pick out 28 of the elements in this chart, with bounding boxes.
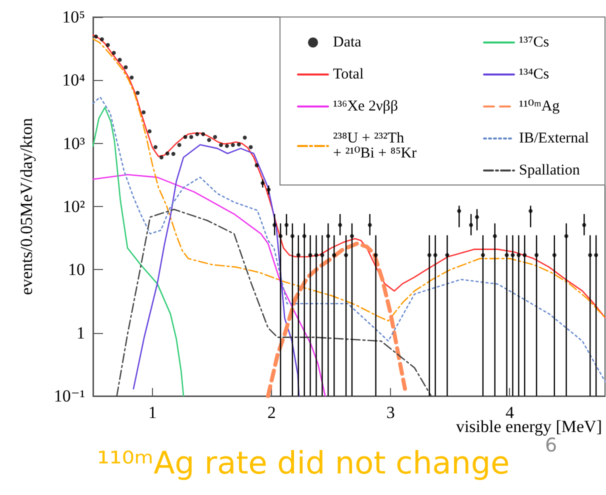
- x-tick-label: 2: [267, 403, 276, 422]
- legend-label: Total: [333, 66, 364, 82]
- legend-label: ¹³⁷Cs: [519, 34, 550, 50]
- y-tick-label: 10²: [62, 197, 85, 216]
- line-series: [92, 174, 326, 397]
- x-tick-label: 3: [386, 403, 395, 422]
- line-series: [116, 208, 432, 397]
- x-tick-label: 1: [148, 403, 157, 422]
- y-tick-label: 10⁵: [62, 8, 86, 26]
- y-axis-title: events/0.05MeV/day/kton: [17, 117, 36, 296]
- y-tick-label: 10: [68, 260, 85, 280]
- legend-label: ¹¹⁰ᵐAg: [519, 98, 560, 114]
- legend-label: ¹³⁶Xe 2νββ: [333, 98, 398, 114]
- legend-label: ¹³⁴Cs: [519, 66, 550, 82]
- y-tick-label: 10⁻¹: [54, 386, 85, 406]
- text: 6: [545, 434, 558, 456]
- line-series: [92, 96, 606, 382]
- y-tick-label: 1: [76, 323, 85, 342]
- text: ¹¹⁰ᵐAg rate did not change: [97, 446, 510, 482]
- legend-label: Data: [333, 34, 362, 50]
- y-tick-label: 10³: [62, 134, 85, 153]
- line-series: [266, 241, 407, 398]
- line-series: [132, 144, 300, 397]
- legend-label: IB/External: [519, 130, 589, 146]
- line-series: [92, 106, 184, 397]
- legend-label: Spallation: [519, 162, 580, 178]
- legend-label: ²³⁸U + ²³²Th + ²¹⁰Bi + ⁸⁵Kr: [333, 130, 417, 162]
- y-tick-label: 10⁴: [62, 70, 86, 90]
